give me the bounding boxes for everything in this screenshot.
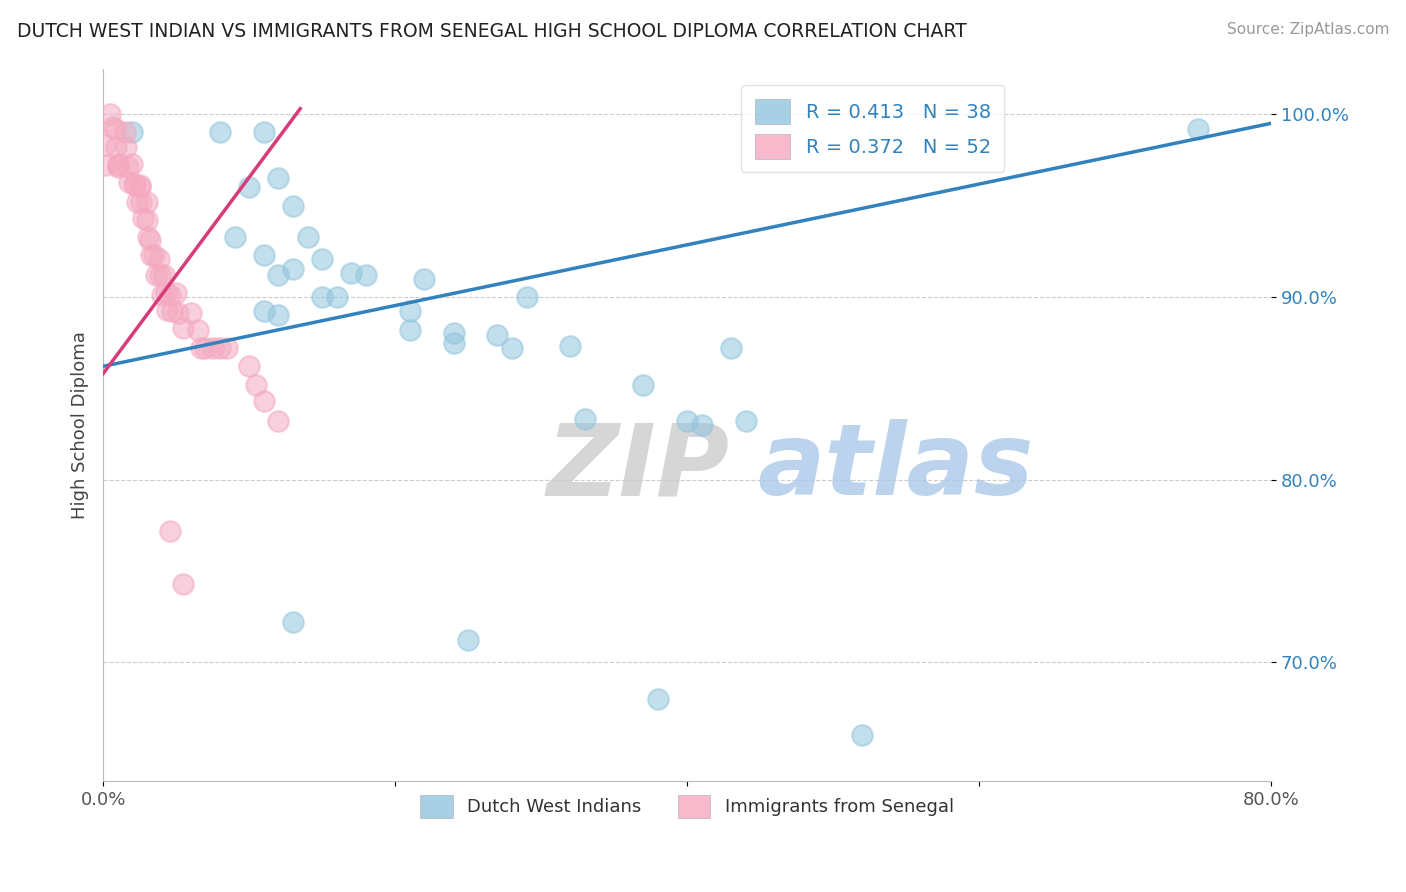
Point xyxy=(107,160,129,174)
Point xyxy=(114,125,136,139)
Point xyxy=(194,341,217,355)
Point xyxy=(217,341,239,355)
Point xyxy=(93,158,115,172)
Point xyxy=(281,615,304,629)
Point xyxy=(281,198,304,212)
Point xyxy=(139,233,162,247)
Point xyxy=(267,171,290,186)
Point xyxy=(172,321,194,335)
Text: atlas: atlas xyxy=(758,419,1033,516)
Point xyxy=(141,248,163,262)
Point xyxy=(159,524,181,538)
Point xyxy=(515,290,537,304)
Point xyxy=(501,341,523,355)
Point xyxy=(297,229,319,244)
Point xyxy=(325,290,347,304)
Point xyxy=(267,308,290,322)
Point xyxy=(398,323,420,337)
Point xyxy=(486,328,509,343)
Point xyxy=(574,412,596,426)
Point xyxy=(150,288,173,302)
Point xyxy=(457,633,479,648)
Point xyxy=(159,288,181,302)
Point xyxy=(238,359,260,374)
Point xyxy=(143,248,166,262)
Point xyxy=(690,417,713,432)
Point xyxy=(117,160,139,174)
Point xyxy=(253,125,276,139)
Point xyxy=(124,178,146,193)
Point xyxy=(267,268,290,282)
Point xyxy=(153,268,176,282)
Point xyxy=(238,180,260,194)
Point xyxy=(105,140,128,154)
Point xyxy=(165,286,187,301)
Point xyxy=(413,271,436,285)
Point xyxy=(267,414,290,428)
Legend: Dutch West Indians, Immigrants from Senegal: Dutch West Indians, Immigrants from Sene… xyxy=(413,788,962,825)
Point xyxy=(180,306,202,320)
Point xyxy=(253,304,276,318)
Point xyxy=(443,335,465,350)
Point xyxy=(131,211,153,226)
Point xyxy=(245,377,267,392)
Point xyxy=(253,394,276,409)
Point xyxy=(172,576,194,591)
Point xyxy=(676,414,699,428)
Point xyxy=(115,140,138,154)
Point xyxy=(104,121,127,136)
Point xyxy=(187,323,209,337)
Point xyxy=(160,304,183,318)
Point xyxy=(100,107,122,121)
Point xyxy=(208,341,231,355)
Point xyxy=(149,268,172,282)
Y-axis label: High School Diploma: High School Diploma xyxy=(72,331,89,518)
Point xyxy=(443,326,465,341)
Point xyxy=(138,229,160,244)
Text: DUTCH WEST INDIAN VS IMMIGRANTS FROM SENEGAL HIGH SCHOOL DIPLOMA CORRELATION CHA: DUTCH WEST INDIAN VS IMMIGRANTS FROM SEN… xyxy=(17,22,966,41)
Point xyxy=(156,302,179,317)
Point xyxy=(121,125,143,139)
Text: Source: ZipAtlas.com: Source: ZipAtlas.com xyxy=(1226,22,1389,37)
Point xyxy=(340,266,363,280)
Point xyxy=(224,229,246,244)
Point xyxy=(633,377,655,392)
Point xyxy=(281,262,304,277)
Point xyxy=(647,691,669,706)
Point xyxy=(253,248,276,262)
Point xyxy=(121,156,143,170)
Point xyxy=(311,252,333,266)
Point xyxy=(201,341,224,355)
Point xyxy=(107,156,129,170)
Point xyxy=(208,125,231,139)
Point xyxy=(354,268,377,282)
Point xyxy=(720,341,742,355)
Point xyxy=(136,194,159,209)
Point xyxy=(560,339,582,353)
Point xyxy=(125,194,148,209)
Point xyxy=(1187,121,1209,136)
Point xyxy=(128,178,150,193)
Point xyxy=(734,414,756,428)
Point xyxy=(148,252,170,266)
Point xyxy=(145,268,167,282)
Point xyxy=(166,306,188,320)
Point xyxy=(155,286,177,301)
Point xyxy=(190,341,212,355)
Point xyxy=(129,194,152,209)
Point xyxy=(136,213,159,227)
Point xyxy=(118,175,141,189)
Point xyxy=(311,290,333,304)
Point xyxy=(851,728,873,742)
Point xyxy=(398,304,420,318)
Point xyxy=(93,138,115,153)
Point xyxy=(128,180,150,194)
Point xyxy=(122,177,145,191)
Point xyxy=(107,158,129,172)
Text: ZIP: ZIP xyxy=(547,419,730,516)
Point xyxy=(103,120,125,134)
